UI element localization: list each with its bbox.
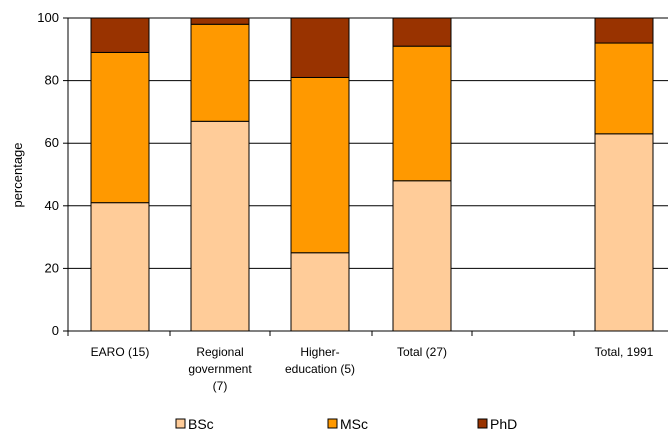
x-category-label: EARO (15) bbox=[91, 345, 150, 359]
bar-segment-bsc bbox=[392, 180, 452, 332]
legend-swatch-msc bbox=[327, 418, 338, 429]
bar-segment-phd bbox=[594, 17, 654, 44]
y-tick-label: 60 bbox=[45, 135, 59, 150]
bar-segment-phd bbox=[290, 17, 350, 78]
axes bbox=[63, 17, 668, 336]
bar-segment-phd bbox=[190, 17, 250, 25]
x-category-label: Higher-education (5) bbox=[285, 345, 355, 376]
x-category-labels: EARO (15) Regional government (7) Higher-edu… bbox=[91, 345, 654, 393]
y-tick-label: 80 bbox=[45, 73, 59, 88]
y-tick-labels: 0 20 40 60 80 100 bbox=[37, 10, 59, 338]
y-tick-label: 100 bbox=[37, 10, 59, 25]
grid-lines bbox=[68, 17, 668, 332]
bar-segment-msc bbox=[392, 45, 452, 182]
legend-swatch-bsc bbox=[175, 418, 186, 429]
bar-segment-bsc bbox=[594, 133, 654, 332]
legend-swatch-phd bbox=[477, 418, 488, 429]
bar-segment-msc bbox=[90, 51, 150, 204]
legend: BSc MSc PhD bbox=[175, 416, 517, 432]
bar-segment-msc bbox=[190, 23, 250, 122]
bar-segment-phd bbox=[392, 17, 452, 47]
bar-segment-bsc bbox=[90, 202, 150, 332]
bar-segment-bsc bbox=[190, 120, 250, 332]
legend-label-phd: PhD bbox=[490, 416, 517, 432]
bar-segment-msc bbox=[594, 42, 654, 135]
y-tick-label: 20 bbox=[45, 260, 59, 275]
bar-segment-phd bbox=[90, 17, 150, 53]
y-tick-label: 40 bbox=[45, 198, 59, 213]
x-category-label: Total (27) bbox=[397, 345, 447, 359]
bars bbox=[90, 17, 654, 332]
bar-segment-bsc bbox=[290, 252, 350, 332]
legend-label-bsc: BSc bbox=[188, 416, 214, 432]
x-category-label: Total, 1991 bbox=[595, 345, 654, 359]
y-axis-label: percentage bbox=[10, 142, 25, 207]
x-category-label: Regional government (7) bbox=[188, 345, 252, 393]
bar-segment-msc bbox=[290, 76, 350, 254]
y-tick-label: 0 bbox=[52, 323, 59, 338]
legend-label-msc: MSc bbox=[340, 416, 368, 432]
